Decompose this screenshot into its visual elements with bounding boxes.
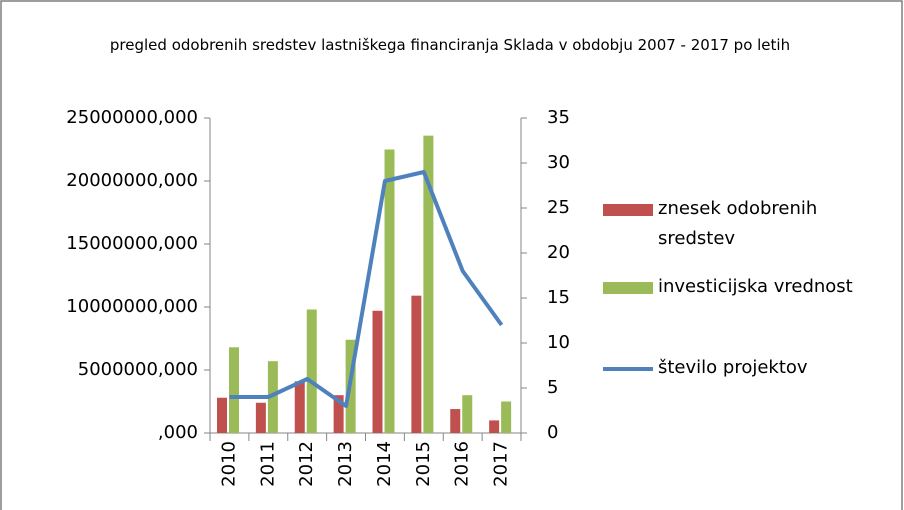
bar: [372, 310, 383, 433]
chart-title: pregled odobrenih sredstev lastniškega f…: [109, 36, 791, 54]
legend-label: znesek odobrenih sredstev: [658, 198, 818, 249]
x-tick-label: 2014: [374, 441, 395, 487]
x-tick-label: 2017: [491, 441, 512, 487]
legend-label: število projektov: [658, 357, 808, 378]
y-tick-label: 15000000,000: [66, 233, 198, 254]
y2-tick-label: 0: [547, 422, 558, 443]
x-tick-label: 2010: [218, 441, 239, 487]
y2-tick-label: 20: [547, 242, 570, 263]
y2-tick-label: 30: [547, 152, 570, 173]
x-tick-label: 2015: [413, 441, 434, 487]
y2-tick-label: 15: [547, 287, 570, 308]
legend-swatch: [603, 204, 653, 216]
bar: [423, 135, 434, 433]
line: [229, 170, 504, 408]
y2-tick-label: 35: [547, 107, 570, 128]
bar: [501, 401, 512, 433]
bar: [217, 397, 227, 433]
bar: [489, 420, 500, 433]
bar: [306, 309, 317, 433]
y2-tick-label: 10: [547, 332, 570, 353]
x-tick-label: 2011: [257, 441, 278, 487]
legend-label: investicijska vrednost: [658, 276, 853, 297]
bar: [450, 409, 461, 433]
y-tick-label: 20000000,000: [66, 170, 198, 191]
x-tick-label: 2012: [296, 441, 317, 487]
x-tick-label: 2016: [452, 441, 473, 487]
bar: [333, 395, 344, 433]
bar: [294, 381, 305, 433]
y-tick-label: 10000000,000: [66, 296, 198, 317]
bar: [384, 149, 395, 433]
legend-swatch: [603, 282, 653, 294]
bar: [255, 402, 266, 433]
x-tick-label: 2013: [335, 441, 356, 487]
bar: [229, 347, 239, 433]
y-tick-label: ,000: [158, 422, 198, 443]
bar: [411, 295, 422, 433]
bar: [462, 395, 473, 433]
y2-tick-label: 5: [547, 377, 558, 398]
y2-tick-label: 25: [547, 197, 570, 218]
y-tick-label: 5000000,000: [78, 359, 198, 380]
y-tick-label: 25000000,000: [66, 107, 198, 128]
